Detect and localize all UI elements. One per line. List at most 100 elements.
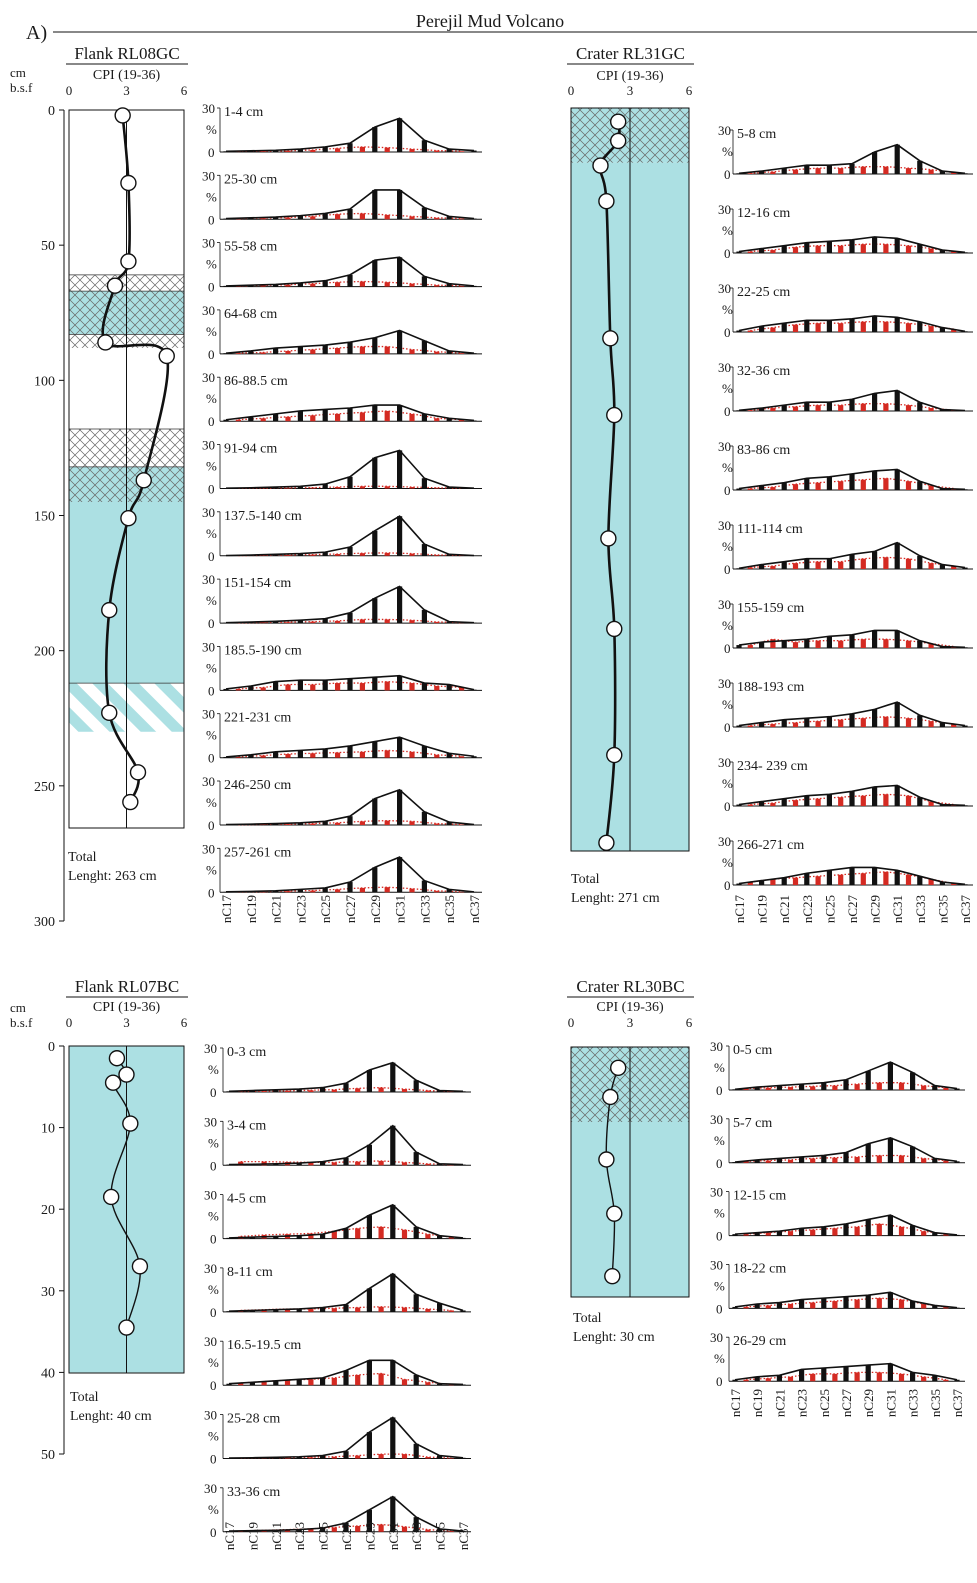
odd-carbon-bar — [754, 1087, 760, 1090]
odd-carbon-line — [225, 329, 475, 354]
profile-x-tick-label: nC37 — [467, 895, 482, 924]
odd-carbon-bar — [297, 346, 303, 354]
cpi-axis-label: CPI (19-36) — [596, 1000, 664, 1015]
odd-carbon-bar — [894, 317, 900, 332]
odd-carbon-line — [738, 389, 966, 412]
profile-y-zero: 0 — [210, 1158, 217, 1173]
profile-pct-label: % — [722, 144, 733, 159]
profile-x-tick-label: nC37 — [950, 1389, 965, 1418]
odd-carbon-bar — [347, 476, 353, 489]
odd-carbon-bar — [397, 857, 403, 893]
odd-carbon-bar — [954, 1379, 960, 1382]
profile-pct-label: % — [208, 1209, 219, 1224]
odd-carbon-bar — [273, 621, 279, 624]
profile-pct-label: % — [722, 539, 733, 554]
odd-carbon-bar — [322, 280, 328, 287]
odd-carbon-bar — [962, 331, 968, 332]
even-carbon-bar — [792, 722, 799, 727]
odd-carbon-bar — [413, 1517, 419, 1532]
odd-carbon-bar — [390, 1496, 396, 1532]
even-carbon-bar — [409, 683, 415, 691]
profile-y-max: 30 — [718, 360, 731, 375]
odd-carbon-bar — [843, 1366, 849, 1382]
even-carbon-bar — [860, 718, 866, 727]
odd-carbon-bar — [366, 1509, 372, 1532]
odd-carbon-bar — [826, 558, 832, 569]
profile-y-max: 30 — [202, 101, 215, 116]
profile-y-zero: 0 — [208, 885, 215, 900]
depth-tick-label: 40 — [41, 1366, 55, 1381]
odd-carbon-bar — [894, 702, 900, 727]
even-carbon-bar — [284, 1308, 291, 1312]
odd-carbon-bar — [226, 1311, 232, 1312]
odd-carbon-bar — [865, 1219, 871, 1236]
odd-carbon-bar — [759, 642, 765, 648]
odd-carbon-bar — [248, 686, 254, 691]
even-carbon-bar — [409, 349, 415, 354]
profile-depth-label: 151-154 cm — [224, 576, 291, 591]
depth-tick-label: 150 — [34, 510, 55, 525]
even-carbon-bar — [425, 1234, 431, 1239]
total-length-label: Total — [573, 1311, 602, 1326]
even-carbon-bar — [876, 1155, 882, 1163]
even-carbon-bar — [355, 1228, 361, 1239]
odd-carbon-bar — [223, 353, 229, 354]
even-carbon-bar — [921, 1376, 927, 1382]
odd-carbon-bar — [804, 639, 810, 648]
profile-depth-label: 234- 239 cm — [737, 759, 808, 774]
profile-pct-label: % — [206, 257, 217, 272]
odd-carbon-bar — [962, 489, 968, 490]
even-carbon-bar — [854, 1299, 860, 1309]
odd-carbon-bar — [421, 745, 427, 758]
profile-pct-label: % — [206, 189, 217, 204]
even-carbon-bar — [832, 1228, 838, 1236]
profile-depth-label: 83-86 cm — [737, 443, 790, 458]
even-carbon-bar — [285, 284, 291, 287]
odd-carbon-bar — [759, 722, 765, 727]
even-carbon-bar — [331, 1308, 337, 1312]
profile-depth-label: 5-8 cm — [737, 127, 776, 142]
odd-carbon-bar — [843, 1152, 849, 1163]
odd-carbon-bar — [776, 1375, 782, 1382]
profile-pct-label: % — [206, 862, 217, 877]
odd-carbon-bar — [804, 242, 810, 253]
cpi-tick-label: 6 — [181, 83, 188, 98]
profile-pct-label: % — [714, 1060, 725, 1075]
odd-carbon-bar — [781, 719, 787, 727]
odd-carbon-bar — [804, 873, 810, 885]
odd-carbon-bar — [372, 677, 378, 691]
profile-x-tick-label: nC27 — [343, 895, 358, 924]
profile-y-zero: 0 — [210, 1378, 217, 1393]
odd-carbon-bar — [397, 257, 403, 287]
odd-carbon-bar — [799, 1156, 805, 1163]
cpi-point — [131, 1258, 149, 1275]
profile-y-max: 30 — [204, 1481, 217, 1496]
profile-depth-label: 22-25 cm — [737, 285, 790, 300]
odd-carbon-bar — [397, 737, 403, 758]
odd-carbon-bar — [826, 794, 832, 806]
odd-carbon-bar — [460, 1310, 466, 1312]
even-carbon-bar — [335, 214, 341, 220]
even-carbon-bar — [747, 488, 753, 490]
profile-y-max: 30 — [710, 1257, 723, 1272]
cpi-axis-label: CPI (19-36) — [596, 69, 664, 84]
odd-carbon-bar — [894, 238, 900, 253]
odd-carbon-bar — [804, 795, 810, 806]
odd-carbon-bar — [320, 1087, 326, 1092]
odd-carbon-bar — [413, 1080, 419, 1092]
profile-y-zero: 0 — [210, 1525, 217, 1540]
even-carbon-bar — [359, 821, 365, 825]
even-carbon-bar — [770, 639, 776, 648]
even-carbon-bar — [854, 1372, 860, 1382]
profile-y-max: 30 — [718, 755, 731, 770]
profile-pct-label: % — [206, 459, 217, 474]
odd-carbon-bar — [296, 1529, 302, 1532]
even-carbon-bar — [285, 350, 291, 354]
even-carbon-bar — [434, 890, 440, 893]
odd-carbon-bar — [297, 680, 303, 691]
odd-carbon-bar — [446, 149, 452, 152]
odd-carbon-bar — [296, 1089, 302, 1092]
even-carbon-bar — [951, 329, 957, 332]
odd-carbon-bar — [223, 419, 229, 422]
depth-tick-label: 200 — [34, 645, 55, 660]
